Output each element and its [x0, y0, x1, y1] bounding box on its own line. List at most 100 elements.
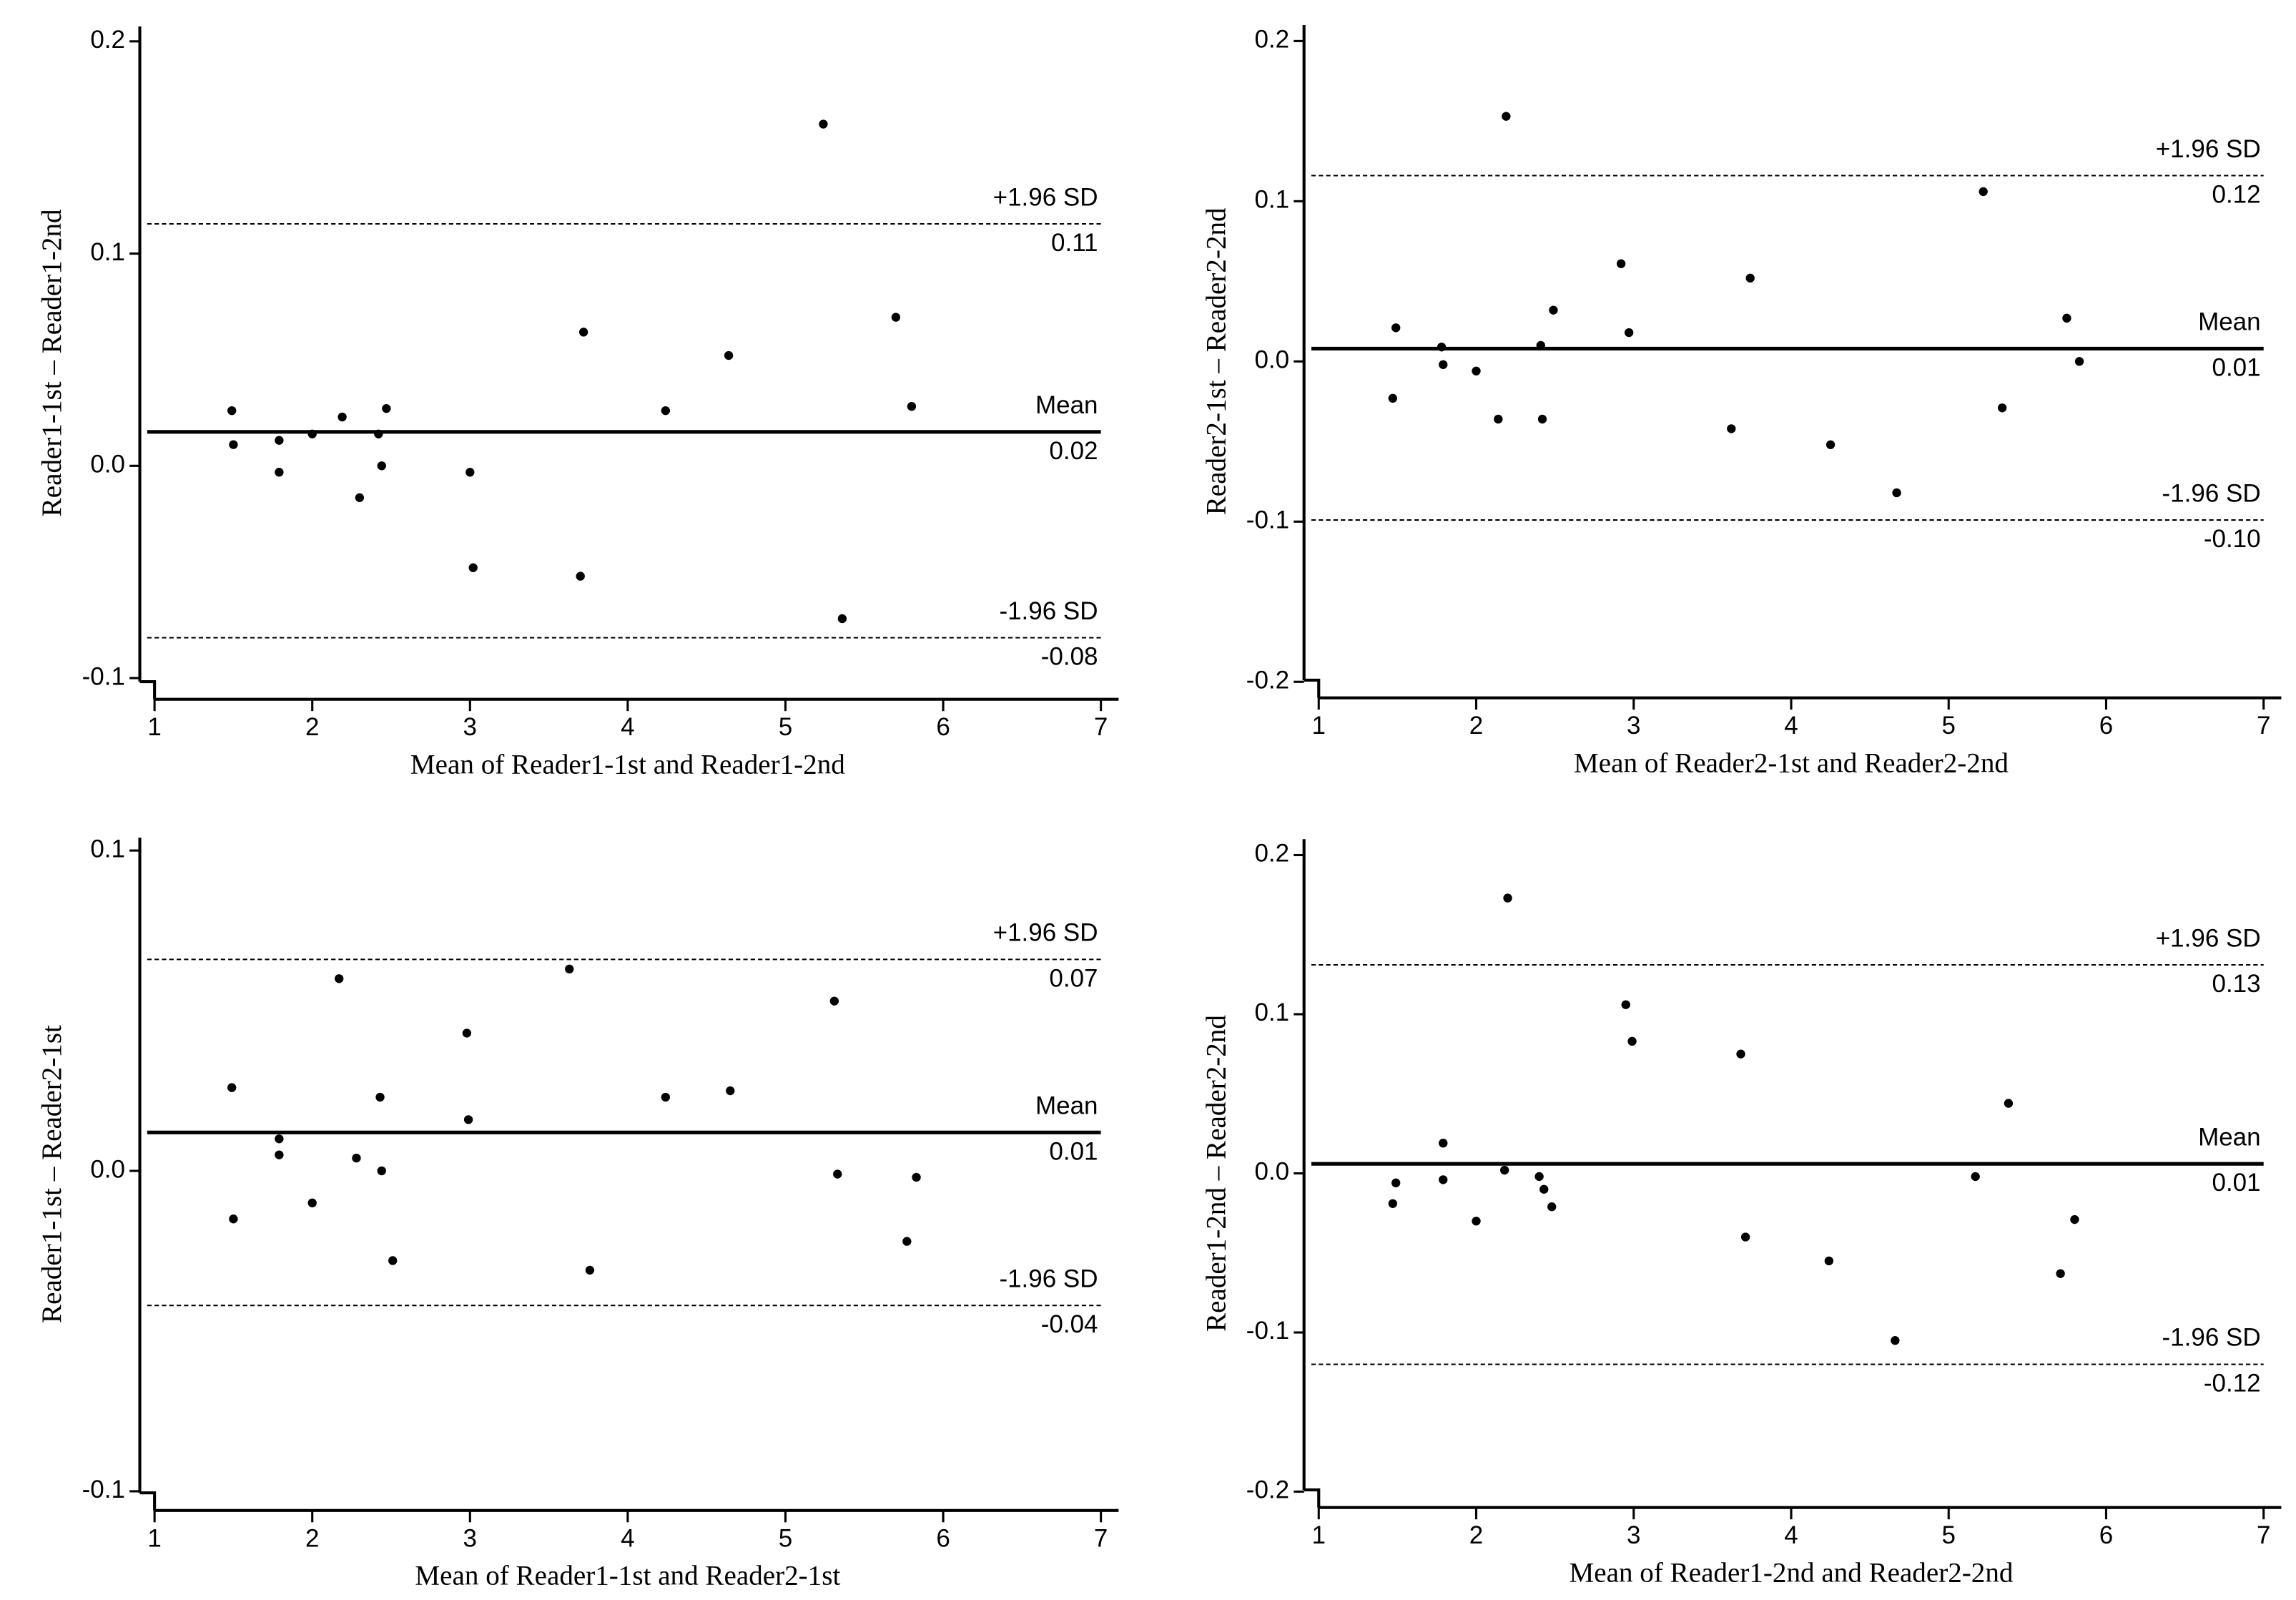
line-name: Mean — [1035, 391, 1098, 419]
point — [1539, 1184, 1549, 1194]
point — [388, 1256, 398, 1265]
y-tick-label: 0.0 — [1254, 1158, 1289, 1186]
point — [907, 402, 917, 411]
line-name: +1.96 SD — [993, 183, 1098, 211]
point — [337, 412, 347, 422]
y-tick-label: -0.1 — [82, 1476, 125, 1503]
x-tick-label: 6 — [936, 713, 950, 741]
point — [1388, 393, 1397, 403]
x-tick-label: 5 — [1941, 1521, 1955, 1549]
x-tick-label: 4 — [621, 713, 634, 741]
point — [227, 406, 237, 416]
point — [661, 1092, 670, 1102]
x-tick-label: 2 — [305, 713, 319, 741]
y-tick-label: 0.0 — [90, 1155, 125, 1183]
x-tick-label: 2 — [1469, 1521, 1483, 1549]
point — [1472, 1217, 1481, 1226]
point — [2074, 357, 2084, 366]
point — [726, 1086, 735, 1096]
point — [1740, 1232, 1750, 1242]
panel: -0.2 -0.1 0.0 0.1 0.2 1 2 3 4 5 6 7 Mean of Reader1-… — [1201, 839, 2282, 1588]
point — [463, 1115, 473, 1124]
point — [462, 1029, 472, 1038]
x-axis-title: Mean of Reader2-1st and Reader2-2nd — [1574, 747, 2009, 778]
point — [1745, 273, 1755, 283]
line-value: 0.01 — [2212, 1169, 2261, 1197]
x-tick-label: 1 — [1312, 1521, 1326, 1549]
y-tick-label: 0.2 — [1254, 840, 1289, 868]
line-value: 0.07 — [1049, 964, 1098, 992]
point — [468, 563, 478, 572]
point — [1503, 893, 1512, 903]
point — [1826, 440, 1836, 449]
panel: -0.2 -0.1 0.0 0.1 0.2 1 2 3 4 5 6 7 Mean of Reader2-… — [1201, 24, 2282, 778]
line-name: -1.96 SD — [999, 597, 1098, 625]
line-value: 0.01 — [1049, 1137, 1098, 1165]
point — [375, 1092, 385, 1102]
x-tick-label: 6 — [2099, 712, 2113, 740]
point — [275, 1134, 284, 1144]
x-axis-title: Mean of Reader1-1st and Reader1-2nd — [410, 749, 845, 780]
x-tick-label: 2 — [305, 1524, 319, 1552]
x-tick-label: 5 — [779, 1524, 792, 1552]
point — [1437, 342, 1447, 352]
x-tick-label: 3 — [1627, 712, 1640, 740]
x-tick-label: 3 — [463, 713, 477, 741]
point — [1624, 328, 1634, 338]
y-tick-label: 0.0 — [1254, 346, 1289, 374]
y-tick-label: 0.2 — [1254, 26, 1289, 54]
panel: -0.1 0.0 0.1 0.2 1 2 3 4 5 6 7 Mean of Reader1-1st … — [36, 26, 1119, 780]
x-tick-label: 1 — [147, 1524, 161, 1552]
y-axis-title: Reader1-1st – Reader1-2nd — [36, 209, 67, 516]
point — [819, 119, 828, 129]
point — [1499, 1165, 1509, 1175]
line-value: 0.01 — [2212, 353, 2261, 381]
x-axis-title: Mean of Reader1-1st and Reader2-1st — [415, 1561, 840, 1591]
point — [1621, 1000, 1630, 1009]
x-tick-label: 1 — [147, 713, 161, 741]
axis-corner — [139, 1491, 157, 1511]
point — [275, 436, 284, 445]
point — [1439, 1175, 1448, 1184]
point — [1502, 112, 1511, 121]
point — [1494, 414, 1503, 424]
y-axis-title: Reader1-2nd – Reader2-2nd — [1201, 1015, 1231, 1332]
line-name: +1.96 SD — [2156, 135, 2261, 163]
point — [2062, 313, 2071, 323]
point — [465, 468, 475, 477]
y-tick-label: 0.1 — [90, 835, 125, 863]
point — [2056, 1269, 2065, 1278]
point — [1472, 366, 1481, 376]
line-value: -0.10 — [2204, 525, 2261, 553]
x-tick-label: 3 — [463, 1524, 477, 1552]
y-tick-label: -0.1 — [1246, 506, 1289, 534]
point — [1439, 360, 1448, 369]
x-tick-label: 7 — [2257, 1521, 2270, 1549]
axis-corner — [139, 679, 157, 700]
line-value: 0.02 — [1049, 437, 1098, 465]
point — [1537, 414, 1547, 424]
x-tick-label: 4 — [1784, 712, 1798, 740]
y-tick-label: -0.1 — [1246, 1317, 1289, 1345]
point — [352, 1153, 361, 1163]
point — [565, 964, 574, 974]
point — [2004, 1099, 2014, 1108]
x-tick-label: 6 — [936, 1524, 950, 1552]
x-tick-label: 7 — [1094, 1524, 1108, 1552]
line-name: -1.96 SD — [2162, 1324, 2261, 1352]
y-axis-title: Reader1-1st – Reader2-1st — [36, 1025, 67, 1323]
line-value: 0.11 — [1051, 229, 1098, 257]
x-tick-label: 7 — [2257, 712, 2270, 740]
point — [377, 1166, 386, 1176]
point — [1616, 259, 1626, 268]
x-tick-label: 4 — [621, 1524, 634, 1552]
y-tick-label: 0.1 — [1254, 186, 1289, 214]
point — [578, 328, 588, 337]
y-tick-label: -0.2 — [1246, 667, 1289, 695]
point — [1391, 323, 1401, 333]
point — [1534, 1172, 1544, 1182]
point — [275, 468, 284, 477]
point — [661, 406, 670, 416]
